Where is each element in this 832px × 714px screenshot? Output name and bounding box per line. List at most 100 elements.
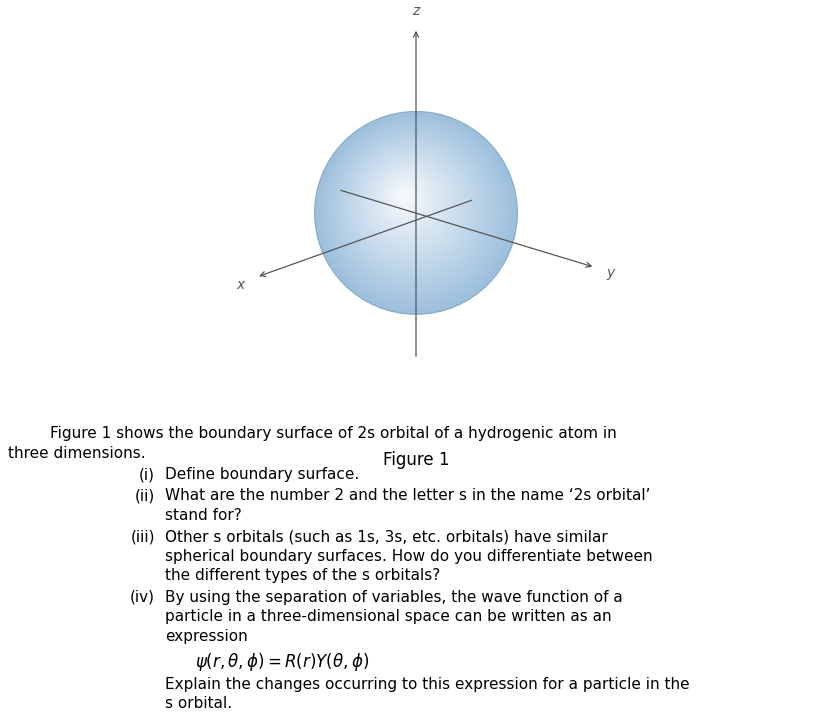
Circle shape [354, 148, 468, 262]
Circle shape [356, 151, 464, 258]
Circle shape [359, 153, 462, 256]
Text: Other s orbitals (such as 1s, 3s, etc. orbitals) have similar: Other s orbitals (such as 1s, 3s, etc. o… [165, 529, 607, 544]
Circle shape [393, 184, 418, 210]
Circle shape [339, 134, 487, 282]
Text: spherical boundary surfaces. How do you differentiate between: spherical boundary surfaces. How do you … [165, 549, 652, 564]
Circle shape [340, 135, 485, 281]
Circle shape [318, 114, 513, 310]
Circle shape [401, 192, 408, 198]
Circle shape [359, 154, 461, 254]
Circle shape [314, 111, 518, 314]
Circle shape [384, 176, 429, 221]
Circle shape [403, 193, 406, 196]
Circle shape [396, 188, 414, 205]
Circle shape [380, 173, 434, 226]
Text: (ii): (ii) [135, 488, 155, 503]
Circle shape [352, 146, 470, 264]
Text: the different types of the s orbitals?: the different types of the s orbitals? [165, 568, 440, 583]
Circle shape [398, 189, 411, 203]
Circle shape [400, 191, 409, 200]
Circle shape [375, 168, 441, 233]
Circle shape [334, 129, 493, 289]
Text: three dimensions.: three dimensions. [8, 446, 146, 461]
Text: z: z [413, 4, 419, 18]
Circle shape [386, 178, 427, 218]
Circle shape [377, 170, 438, 231]
Circle shape [387, 178, 426, 218]
Circle shape [351, 146, 471, 266]
Text: $\psi(r,\theta,\phi) = R(r)Y(\theta,\phi)$: $\psi(r,\theta,\phi) = R(r)Y(\theta,\phi… [195, 651, 369, 673]
Circle shape [355, 150, 465, 259]
Circle shape [337, 132, 489, 284]
Text: By using the separation of variables, the wave function of a: By using the separation of variables, th… [165, 590, 622, 605]
Circle shape [395, 186, 415, 206]
Circle shape [374, 166, 443, 236]
Text: x: x [236, 278, 245, 292]
Circle shape [389, 180, 423, 216]
Circle shape [316, 113, 515, 312]
Circle shape [382, 174, 432, 224]
Text: y: y [607, 266, 615, 281]
Circle shape [390, 182, 421, 213]
Circle shape [383, 176, 430, 223]
Circle shape [322, 119, 508, 304]
Circle shape [327, 123, 503, 298]
Circle shape [336, 131, 490, 286]
Text: What are the number 2 and the letter s in the name ‘2s orbital’: What are the number 2 and the letter s i… [165, 488, 651, 503]
Text: Explain the changes occurring to this expression for a particle in the: Explain the changes occurring to this ex… [165, 677, 690, 692]
Circle shape [338, 133, 488, 283]
Circle shape [367, 160, 451, 244]
Circle shape [376, 169, 438, 231]
Circle shape [320, 117, 510, 306]
Circle shape [381, 174, 433, 226]
Circle shape [334, 131, 492, 287]
Circle shape [334, 130, 493, 288]
Text: Define boundary surface.: Define boundary surface. [165, 467, 359, 482]
Circle shape [399, 190, 410, 201]
Circle shape [332, 128, 496, 291]
Circle shape [391, 183, 420, 211]
Text: (iv): (iv) [130, 590, 155, 605]
Circle shape [374, 167, 442, 234]
Circle shape [324, 120, 506, 302]
Circle shape [315, 112, 517, 313]
Circle shape [349, 144, 473, 267]
Circle shape [404, 194, 405, 196]
Circle shape [379, 171, 436, 228]
Circle shape [389, 181, 422, 213]
Circle shape [388, 179, 424, 216]
Circle shape [339, 134, 486, 281]
Circle shape [353, 147, 469, 263]
Circle shape [368, 161, 450, 243]
Circle shape [385, 177, 428, 220]
Circle shape [326, 122, 503, 299]
Circle shape [343, 138, 482, 276]
Circle shape [389, 181, 423, 215]
Circle shape [366, 159, 452, 246]
Circle shape [365, 159, 453, 246]
Circle shape [346, 141, 478, 272]
Circle shape [402, 193, 407, 198]
Circle shape [329, 125, 499, 296]
Circle shape [349, 144, 473, 268]
Circle shape [327, 124, 501, 297]
Circle shape [331, 127, 497, 292]
Circle shape [361, 154, 458, 253]
Circle shape [328, 124, 500, 296]
Circle shape [344, 139, 479, 274]
Circle shape [373, 166, 443, 236]
Text: particle in a three-dimensional space can be written as an: particle in a three-dimensional space ca… [165, 609, 612, 624]
Circle shape [342, 137, 483, 277]
Circle shape [341, 136, 484, 279]
Circle shape [333, 129, 494, 291]
Circle shape [345, 140, 478, 273]
Circle shape [335, 131, 491, 286]
Circle shape [360, 154, 459, 253]
Circle shape [394, 186, 416, 208]
Circle shape [354, 149, 468, 261]
Text: stand for?: stand for? [165, 508, 242, 523]
Circle shape [329, 126, 498, 294]
Circle shape [325, 121, 504, 300]
Circle shape [364, 157, 455, 248]
Circle shape [392, 183, 419, 211]
